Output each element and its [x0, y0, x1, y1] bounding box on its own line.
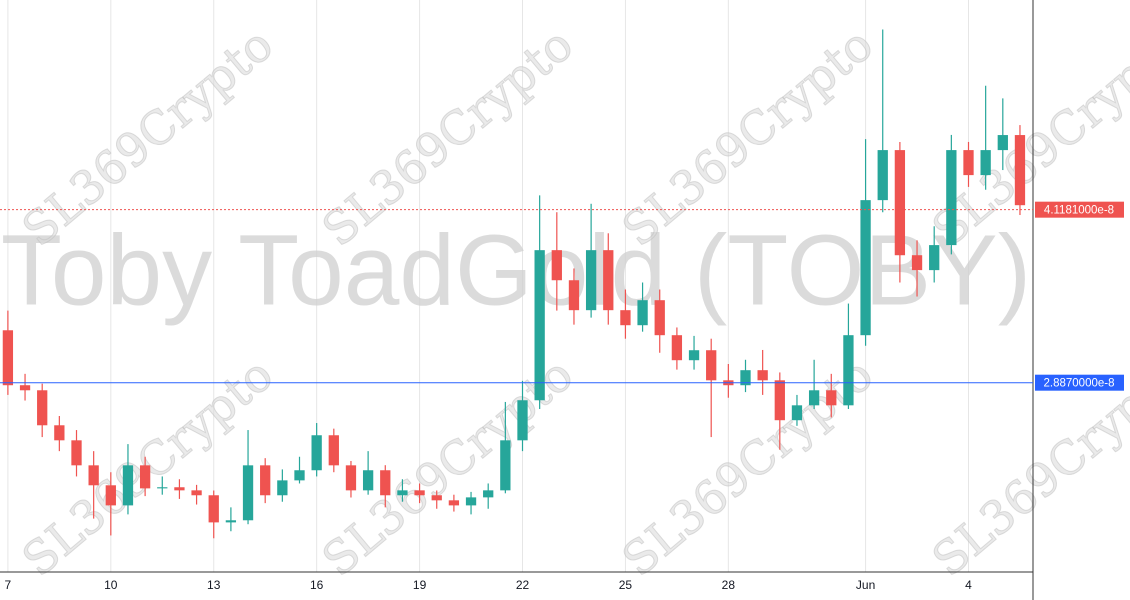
candle-body: [431, 495, 442, 501]
candle-body: [242, 465, 254, 521]
candle-body: [260, 465, 271, 496]
x-tick-label: 7: [5, 578, 12, 592]
candle-body: [174, 487, 185, 491]
candle-body: [225, 520, 237, 523]
candle-body: [929, 245, 940, 271]
candle-body: [843, 335, 854, 406]
candle-body: [448, 500, 460, 506]
x-tick-label: 10: [104, 578, 118, 592]
candle-body: [946, 150, 957, 246]
candle-body: [860, 200, 871, 336]
candle-body: [654, 300, 665, 336]
x-tick-label: 4: [965, 578, 972, 592]
candle-body: [88, 465, 99, 486]
candle-body: [534, 250, 545, 401]
candle-body: [980, 150, 991, 176]
candle-body: [483, 490, 494, 498]
candle-body: [294, 470, 305, 481]
candle-body: [826, 390, 837, 406]
candle-body: [277, 480, 288, 496]
candle-body: [311, 435, 322, 471]
x-tick-label: 19: [413, 578, 427, 592]
candle-body: [397, 490, 408, 496]
x-tick-label: 16: [310, 578, 324, 592]
watermark: Toby ToadGold (TOBY): [1, 214, 1031, 326]
candle-body: [603, 250, 614, 311]
candle-body: [71, 440, 82, 466]
candle-body: [208, 495, 219, 523]
candle-body: [757, 370, 768, 381]
candle-body: [671, 335, 683, 361]
candle-body: [637, 300, 648, 326]
candle-body: [774, 380, 785, 421]
candle-body: [414, 490, 425, 496]
x-tick-label: Jun: [856, 578, 875, 592]
candle-body: [997, 135, 1008, 151]
candle-body: [328, 435, 339, 466]
candle-body: [1014, 135, 1026, 206]
candle-body: [139, 465, 151, 489]
candle-body: [37, 390, 48, 426]
candle-body: [585, 250, 597, 311]
price-label-box: [1035, 201, 1124, 218]
price-label-box: [1035, 374, 1124, 391]
price-label: 2.8870000e-8: [1044, 378, 1115, 390]
candle-body: [894, 150, 906, 256]
candle-body: [740, 370, 751, 386]
candle-body: [568, 280, 580, 311]
price-label: 4.1181000e-8: [1044, 205, 1114, 217]
candle-body: [191, 490, 202, 496]
candle-body: [963, 150, 974, 176]
candle-body: [620, 310, 631, 326]
candle-body: [54, 425, 65, 441]
candle-body: [808, 390, 820, 406]
candle-body: [500, 440, 511, 491]
candle-body: [791, 405, 803, 421]
candle-body: [911, 255, 923, 271]
candle-body: [517, 400, 528, 441]
candle-body: [380, 470, 391, 496]
candle-body: [465, 497, 477, 506]
candle-body: [157, 487, 168, 489]
x-tick-label: 13: [207, 578, 221, 592]
candle-body: [706, 350, 717, 381]
candle-body: [362, 470, 374, 491]
candle-body: [877, 150, 888, 201]
candle-body: [122, 465, 134, 506]
candle-body: [19, 385, 31, 391]
x-tick-label: 25: [619, 578, 633, 592]
candle-body: [345, 465, 357, 491]
candle-body: [2, 330, 14, 386]
candle-body: [551, 250, 562, 281]
x-tick-label: 22: [516, 578, 530, 592]
candle-body: [688, 350, 700, 361]
x-tick-label: 28: [722, 578, 736, 592]
candle-body: [105, 485, 116, 506]
